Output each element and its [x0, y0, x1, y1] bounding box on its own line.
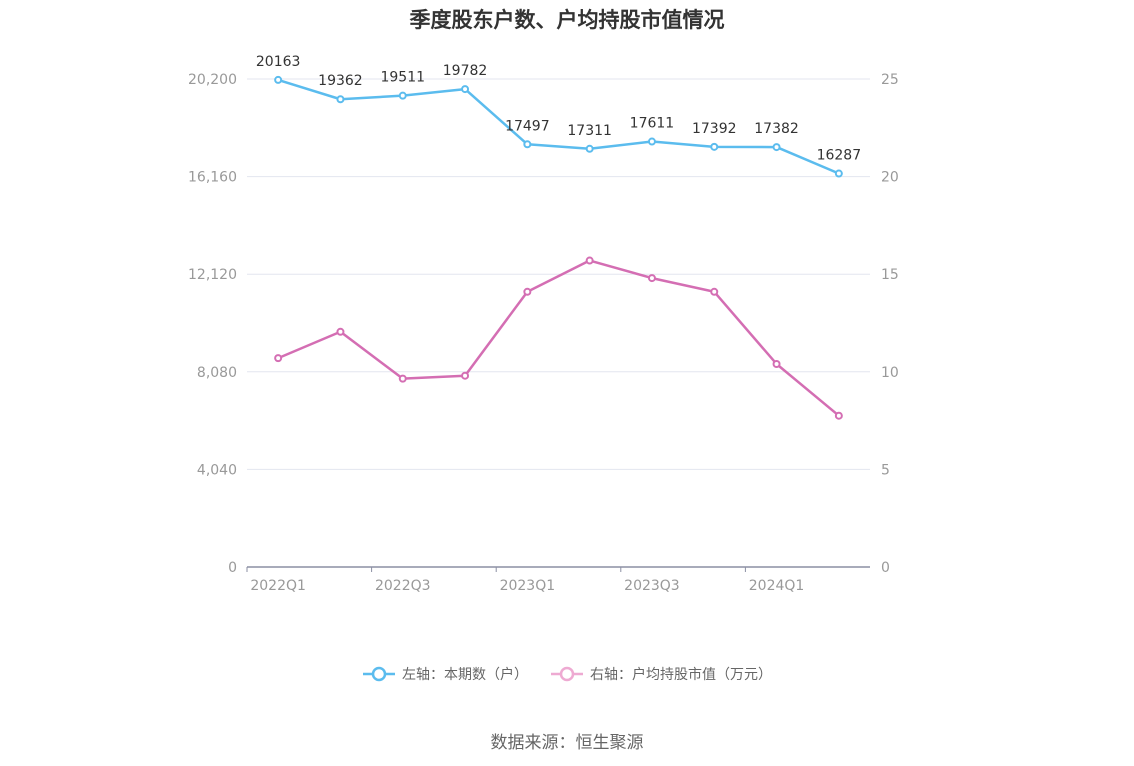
data-point-right[interactable]	[647, 274, 656, 283]
data-point-left[interactable]	[274, 75, 283, 84]
legend-label-left-series: 左轴：本期数（户）	[402, 667, 528, 683]
x-tick-label: 2022Q1	[250, 578, 306, 594]
data-point-right[interactable]	[772, 359, 781, 368]
data-label: 20163	[256, 54, 301, 70]
legend-marker-right-icon	[551, 666, 583, 682]
series-points	[274, 75, 843, 420]
data-label: 16287	[817, 148, 862, 164]
x-tick-label: 2023Q3	[624, 578, 680, 594]
data-point-left[interactable]	[772, 143, 781, 152]
legend-label-right-series: 右轴：户均持股市值（万元）	[590, 667, 772, 683]
y-left-tick-label: 0	[228, 560, 237, 576]
x-tick-label: 2023Q1	[500, 578, 556, 594]
data-point-right[interactable]	[461, 371, 470, 380]
legend-item-right-series[interactable]: 右轴：户均持股市值（万元）	[550, 664, 772, 684]
data-label: 17311	[567, 123, 612, 139]
y-right-tick-label: 0	[881, 560, 890, 576]
data-point-left[interactable]	[647, 137, 656, 146]
data-point-right[interactable]	[834, 411, 843, 420]
data-label: 17497	[505, 118, 550, 134]
data-point-right[interactable]	[336, 327, 345, 336]
series-line-left	[277, 78, 840, 175]
data-point-left[interactable]	[461, 85, 470, 94]
y-right-tick-label: 20	[881, 170, 899, 186]
data-point-right[interactable]	[585, 256, 594, 265]
data-label: 17611	[630, 116, 675, 132]
y-left-tick-label: 8,080	[197, 365, 237, 381]
legend-item-left-series[interactable]: 左轴：本期数（户）	[362, 664, 528, 684]
grid-lines	[247, 78, 870, 470]
data-source: 数据来源：恒生聚源	[490, 733, 644, 753]
axes: 0 0 4,040 5 8,080 10 12,120 15 16,160 20 20,200 25 2…	[188, 72, 899, 594]
y-right-tick-label: 25	[881, 72, 899, 88]
y-right-tick-label: 15	[881, 267, 899, 283]
legend: 左轴：本期数（户） 右轴：户均持股市值（万元）	[0, 664, 1134, 684]
y-left-tick-label: 12,120	[188, 267, 237, 283]
dual-axis-line-chart: 0 0 4,040 5 8,080 10 12,120 15 16,160 20 20,200 25 2…	[188, 54, 899, 594]
data-point-left[interactable]	[585, 144, 594, 153]
series-lines	[277, 78, 840, 417]
x-tick-label: 2022Q3	[375, 578, 431, 594]
data-labels: 20163 19362 19511 19782 17497 17311 17611 17392…	[256, 54, 861, 164]
legend-marker-left-icon	[363, 666, 395, 682]
data-point-right[interactable]	[398, 374, 407, 383]
data-label: 19511	[380, 70, 425, 86]
data-point-left[interactable]	[398, 91, 407, 100]
y-left-tick-label: 16,160	[188, 170, 237, 186]
y-right-tick-label: 10	[881, 365, 899, 381]
data-point-right[interactable]	[710, 287, 719, 296]
data-point-left[interactable]	[523, 140, 532, 149]
data-label: 19782	[443, 63, 488, 79]
data-point-right[interactable]	[274, 354, 283, 363]
chart-title: 季度股东户数、户均持股市值情况	[409, 8, 725, 32]
data-label: 19362	[318, 73, 363, 89]
y-right-tick-label: 5	[881, 462, 890, 478]
data-label: 17392	[692, 121, 737, 137]
y-left-tick-label: 4,040	[197, 462, 237, 478]
y-left-tick-label: 20,200	[188, 72, 237, 88]
data-point-left[interactable]	[710, 142, 719, 151]
data-point-left[interactable]	[834, 169, 843, 178]
data-point-right[interactable]	[523, 287, 532, 296]
data-point-left[interactable]	[336, 95, 345, 104]
x-tick-label: 2024Q1	[749, 578, 805, 594]
series-line-right	[277, 259, 840, 417]
data-label: 17382	[754, 121, 799, 137]
